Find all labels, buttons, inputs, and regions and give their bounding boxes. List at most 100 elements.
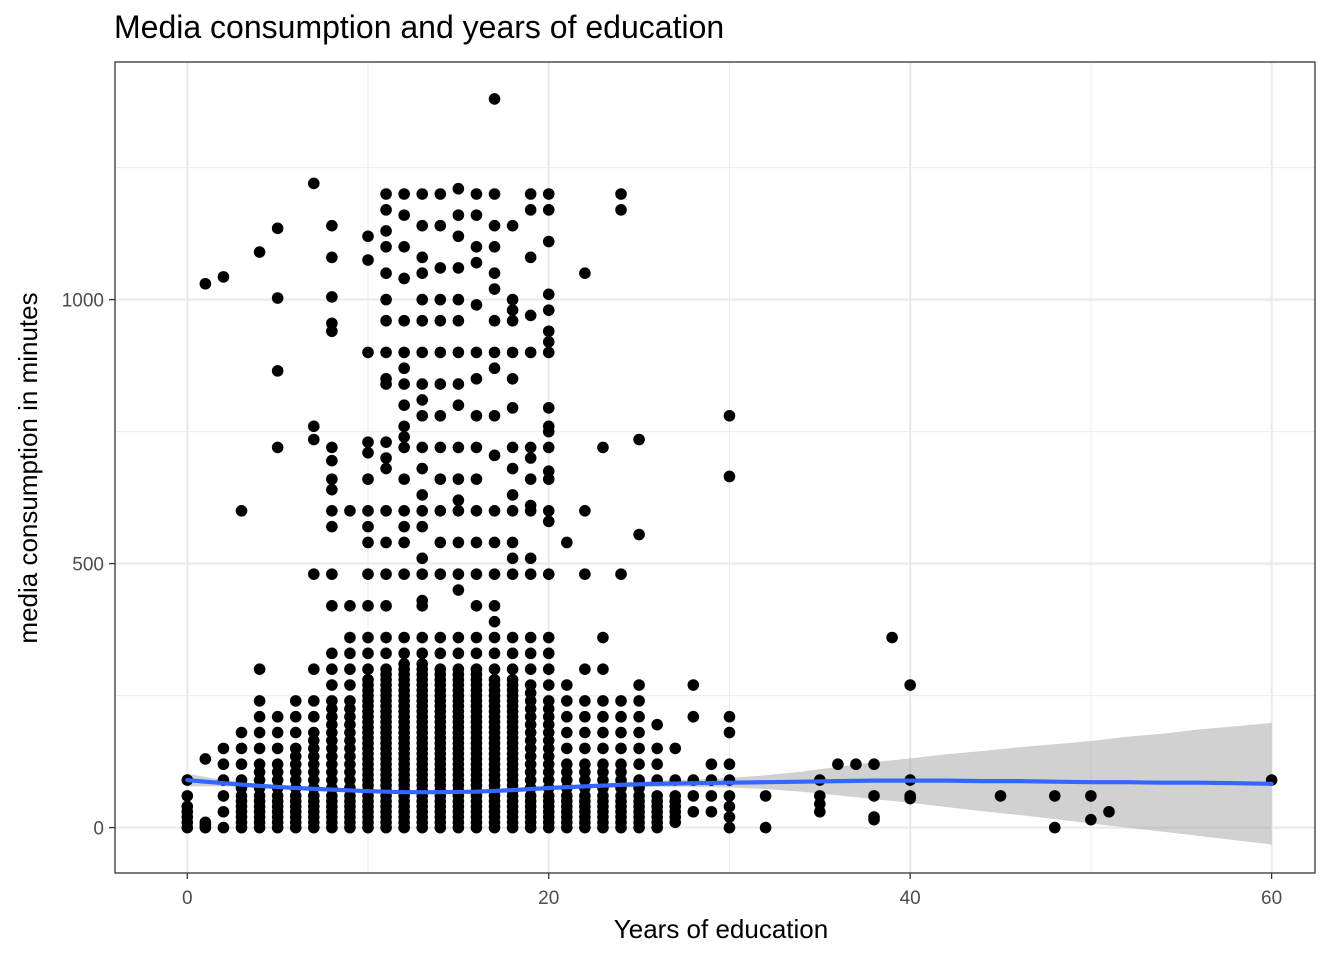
data-point bbox=[434, 262, 447, 274]
data-point bbox=[416, 600, 429, 612]
data-point bbox=[271, 365, 284, 377]
data-point bbox=[344, 504, 356, 517]
data-point bbox=[506, 631, 519, 644]
data-point bbox=[633, 742, 645, 755]
data-point bbox=[452, 399, 465, 411]
data-point bbox=[579, 726, 591, 739]
data-point bbox=[597, 441, 609, 454]
data-point bbox=[488, 536, 501, 549]
data-point bbox=[524, 441, 537, 454]
data-point bbox=[434, 663, 447, 675]
data-point bbox=[488, 600, 501, 612]
data-point bbox=[506, 504, 519, 517]
data-point bbox=[452, 494, 465, 507]
data-point bbox=[362, 254, 374, 266]
data-point bbox=[362, 673, 374, 686]
data-point bbox=[398, 314, 410, 327]
data-point bbox=[398, 399, 410, 411]
data-point bbox=[488, 188, 501, 200]
data-point bbox=[542, 188, 555, 200]
data-point bbox=[1085, 790, 1097, 802]
data-point bbox=[470, 568, 483, 580]
x-tick-label: 20 bbox=[538, 888, 559, 909]
data-point bbox=[723, 790, 736, 802]
data-point bbox=[380, 293, 392, 306]
data-point bbox=[488, 409, 501, 422]
data-point bbox=[488, 568, 501, 580]
data-point bbox=[651, 718, 663, 731]
data-point bbox=[488, 663, 501, 675]
data-point bbox=[253, 726, 266, 739]
data-point bbox=[470, 663, 483, 675]
data-point bbox=[488, 362, 501, 375]
data-point bbox=[542, 473, 555, 485]
data-point bbox=[416, 267, 429, 279]
data-point bbox=[271, 742, 284, 755]
x-tick-label: 60 bbox=[1261, 888, 1282, 909]
data-point bbox=[326, 291, 338, 303]
data-point bbox=[470, 441, 483, 454]
data-point bbox=[886, 631, 898, 644]
data-point bbox=[217, 821, 230, 834]
data-point bbox=[488, 647, 501, 660]
data-point bbox=[542, 304, 555, 316]
data-point bbox=[380, 314, 392, 327]
data-point bbox=[253, 663, 266, 675]
data-point bbox=[307, 420, 320, 433]
data-point bbox=[542, 204, 555, 216]
data-point bbox=[253, 742, 266, 755]
data-point bbox=[416, 409, 429, 422]
data-point bbox=[506, 219, 519, 232]
data-point bbox=[633, 758, 645, 771]
data-point bbox=[506, 536, 519, 549]
data-point bbox=[362, 663, 374, 675]
data-point bbox=[362, 647, 374, 660]
data-point bbox=[398, 504, 410, 517]
data-point bbox=[398, 647, 410, 660]
data-point bbox=[904, 679, 916, 691]
data-point bbox=[416, 346, 429, 359]
smooth-line-layer bbox=[185, 778, 1274, 795]
data-point bbox=[615, 710, 627, 723]
data-point bbox=[380, 452, 392, 464]
data-point bbox=[271, 726, 284, 739]
data-point bbox=[253, 246, 266, 258]
data-point bbox=[651, 742, 663, 755]
data-point bbox=[633, 695, 645, 707]
data-point bbox=[488, 240, 501, 253]
data-point bbox=[398, 378, 410, 390]
data-point bbox=[434, 647, 447, 660]
data-point bbox=[723, 811, 736, 823]
data-point bbox=[524, 647, 537, 660]
data-point bbox=[416, 489, 429, 501]
data-point bbox=[326, 473, 338, 485]
data-points bbox=[181, 93, 1278, 834]
data-point bbox=[434, 378, 447, 390]
panel-border bbox=[114, 61, 1316, 874]
data-point bbox=[434, 314, 447, 327]
data-point bbox=[326, 441, 338, 454]
axis-ticks: 0 20 40 60 0 500 1000 bbox=[62, 291, 1282, 909]
data-point bbox=[416, 568, 429, 580]
data-point bbox=[633, 679, 645, 691]
data-point bbox=[524, 204, 537, 216]
data-point bbox=[452, 536, 465, 549]
x-tick-label: 40 bbox=[900, 888, 921, 909]
data-point bbox=[380, 568, 392, 580]
data-point bbox=[488, 615, 501, 628]
data-point bbox=[542, 695, 555, 707]
data-point bbox=[326, 483, 338, 496]
data-point bbox=[398, 209, 410, 221]
data-point bbox=[669, 742, 682, 755]
data-point bbox=[307, 695, 320, 707]
data-point bbox=[524, 473, 537, 485]
data-point bbox=[199, 753, 212, 765]
data-point bbox=[380, 631, 392, 644]
data-point bbox=[199, 277, 212, 290]
data-point bbox=[362, 346, 374, 359]
data-point bbox=[561, 742, 573, 755]
data-point bbox=[253, 695, 266, 707]
data-point bbox=[326, 679, 338, 691]
data-point bbox=[326, 325, 338, 338]
